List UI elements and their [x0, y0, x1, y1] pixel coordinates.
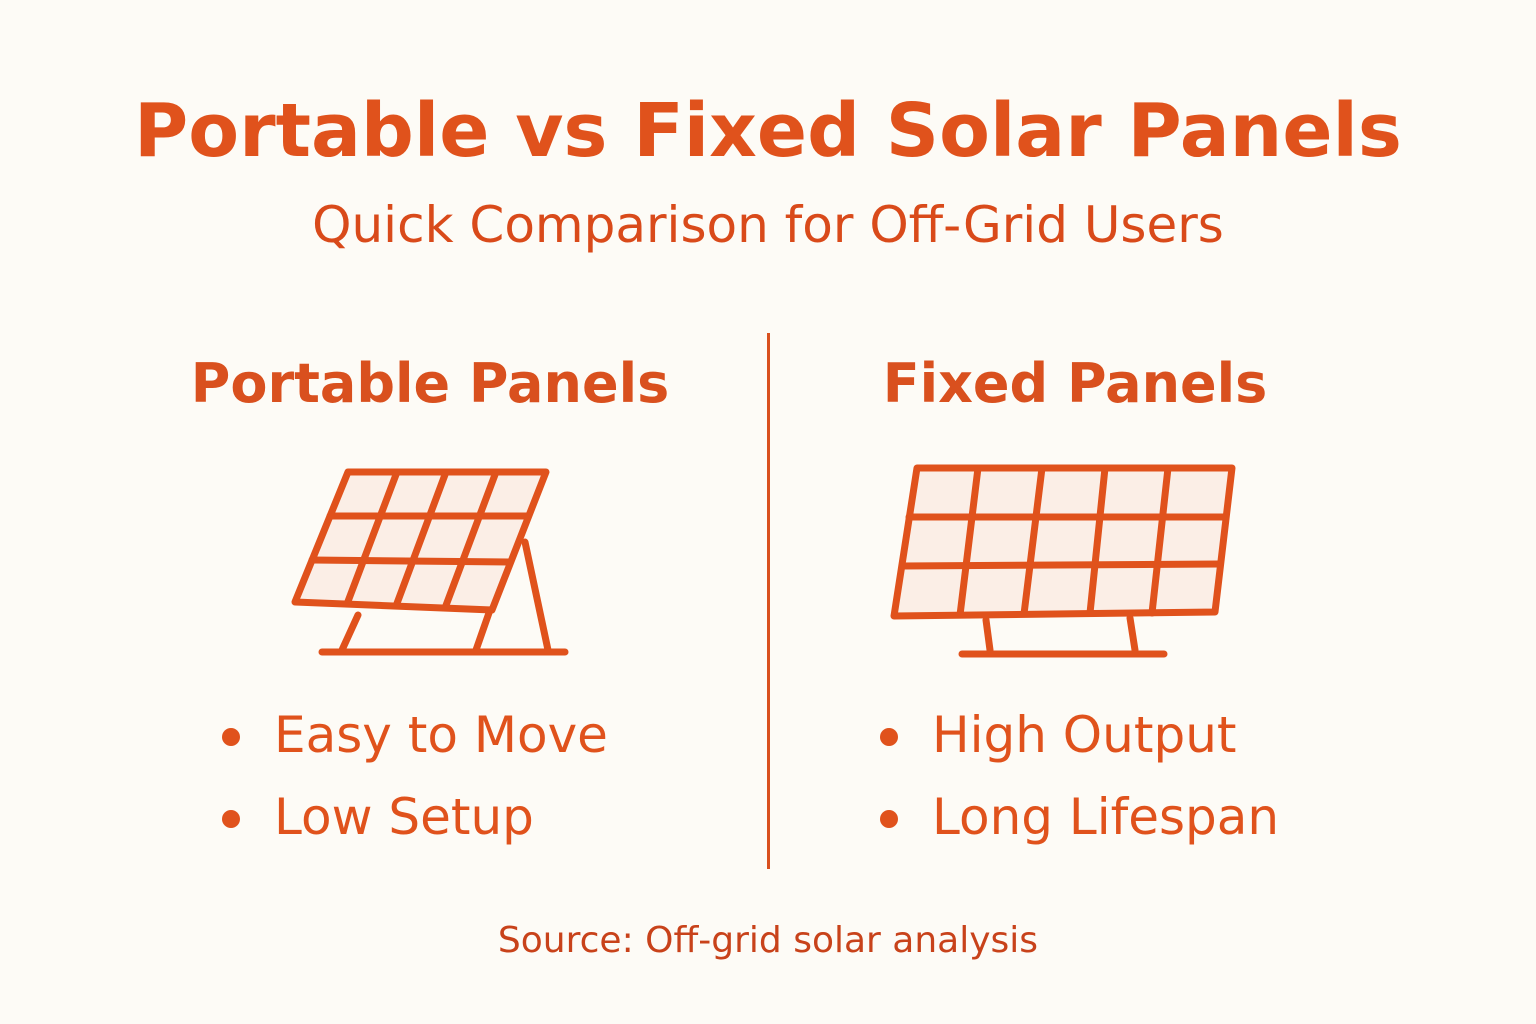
- page-title: Portable vs Fixed Solar Panels: [134, 88, 1402, 174]
- bullet-item: Long Lifespan: [880, 786, 1279, 868]
- portable-solar-panel-icon: [280, 450, 580, 670]
- bullet-item: Easy to Move: [222, 704, 608, 786]
- bullet-dot-icon: [880, 728, 898, 746]
- bullet-dot-icon: [880, 810, 898, 828]
- bullet-dot-icon: [222, 728, 240, 746]
- fixed-panels-heading: Fixed Panels: [882, 352, 1268, 415]
- source-note: Source: Off-grid solar analysis: [497, 920, 1039, 961]
- column-divider: [767, 333, 770, 869]
- fixed-solar-panel-icon: [880, 450, 1250, 670]
- bullet-item: High Output: [880, 704, 1279, 786]
- page-subtitle: Quick Comparison for Off-Grid Users: [312, 196, 1224, 254]
- bullet-item: Low Setup: [222, 786, 608, 868]
- bullet-dot-icon: [222, 810, 240, 828]
- fixed-panels-benefits: High Output Long Lifespan: [880, 704, 1279, 868]
- portable-panels-benefits: Easy to Move Low Setup: [222, 704, 608, 868]
- portable-panels-heading: Portable Panels: [190, 352, 670, 415]
